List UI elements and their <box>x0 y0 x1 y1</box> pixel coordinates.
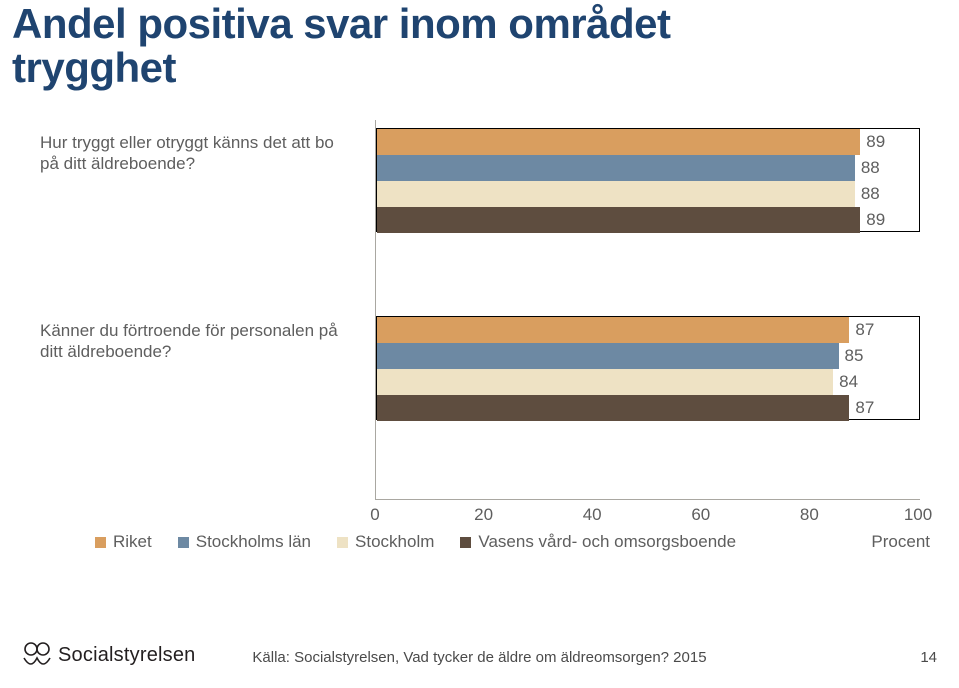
legend-label: Stockholm <box>355 532 434 552</box>
legend-swatch <box>460 537 471 548</box>
bar-group: 89888889 <box>376 128 920 232</box>
legend-swatch <box>337 537 348 548</box>
bar-row: 85 <box>377 343 919 369</box>
bar-value-label: 87 <box>849 395 874 421</box>
legend-item: Stockholms län <box>178 532 311 552</box>
bar-row: 88 <box>377 155 919 181</box>
x-axis-tick: 0 <box>370 505 379 525</box>
x-axis-tick: 40 <box>583 505 602 525</box>
page-title: Andel positiva svar inom området trygghe… <box>12 2 671 90</box>
x-axis-tick: 80 <box>800 505 819 525</box>
bar-row: 88 <box>377 181 919 207</box>
source-citation: Källa: Socialstyrelsen, Vad tycker de äl… <box>0 649 959 666</box>
x-axis-tick: 20 <box>474 505 493 525</box>
legend-label: Riket <box>113 532 152 552</box>
bar <box>377 207 860 233</box>
bar <box>377 369 833 395</box>
legend-swatch <box>95 537 106 548</box>
bar <box>377 129 860 155</box>
bar-row: 89 <box>377 129 919 155</box>
bar-row: 87 <box>377 317 919 343</box>
bar <box>377 343 839 369</box>
plot-box: 8988888987858487 <box>375 120 920 500</box>
legend-item: Stockholm <box>337 532 434 552</box>
plot-column: 8988888987858487 020406080100 Procent <box>375 120 920 555</box>
bar <box>377 155 855 181</box>
bar-group: 87858487 <box>376 316 920 420</box>
legend-label: Vasens vård- och omsorgsboende <box>478 532 736 552</box>
question-labels-column: Hur tryggt eller otryggt känns det att b… <box>40 120 375 555</box>
x-axis-tick: 100 <box>904 505 932 525</box>
page-number: 14 <box>920 649 937 666</box>
chart-area: Hur tryggt eller otryggt känns det att b… <box>40 120 920 555</box>
title-line-1: Andel positiva svar inom området <box>12 0 671 47</box>
legend-item: Riket <box>95 532 152 552</box>
x-axis: 020406080100 <box>375 505 920 525</box>
title-line-2: trygghet <box>12 44 176 91</box>
legend: Riket Stockholms län Stockholm Vasens vård-… <box>40 532 920 552</box>
bar-value-label: 88 <box>855 155 880 181</box>
legend-label: Stockholms län <box>196 532 311 552</box>
bar-value-label: 85 <box>839 343 864 369</box>
bar <box>377 181 855 207</box>
bar <box>377 395 849 421</box>
bar-row: 87 <box>377 395 919 421</box>
question-label: Känner du förtroende för personalen på d… <box>40 320 350 363</box>
bar-value-label: 89 <box>860 207 885 233</box>
question-label: Hur tryggt eller otryggt känns det att b… <box>40 132 350 175</box>
x-axis-tick: 60 <box>691 505 710 525</box>
bar-row: 84 <box>377 369 919 395</box>
bar-value-label: 89 <box>860 129 885 155</box>
legend-swatch <box>178 537 189 548</box>
bar-value-label: 88 <box>855 181 880 207</box>
bar-value-label: 84 <box>833 369 858 395</box>
bar-row: 89 <box>377 207 919 233</box>
bar <box>377 317 849 343</box>
legend-item: Vasens vård- och omsorgsboende <box>460 532 736 552</box>
bar-value-label: 87 <box>849 317 874 343</box>
